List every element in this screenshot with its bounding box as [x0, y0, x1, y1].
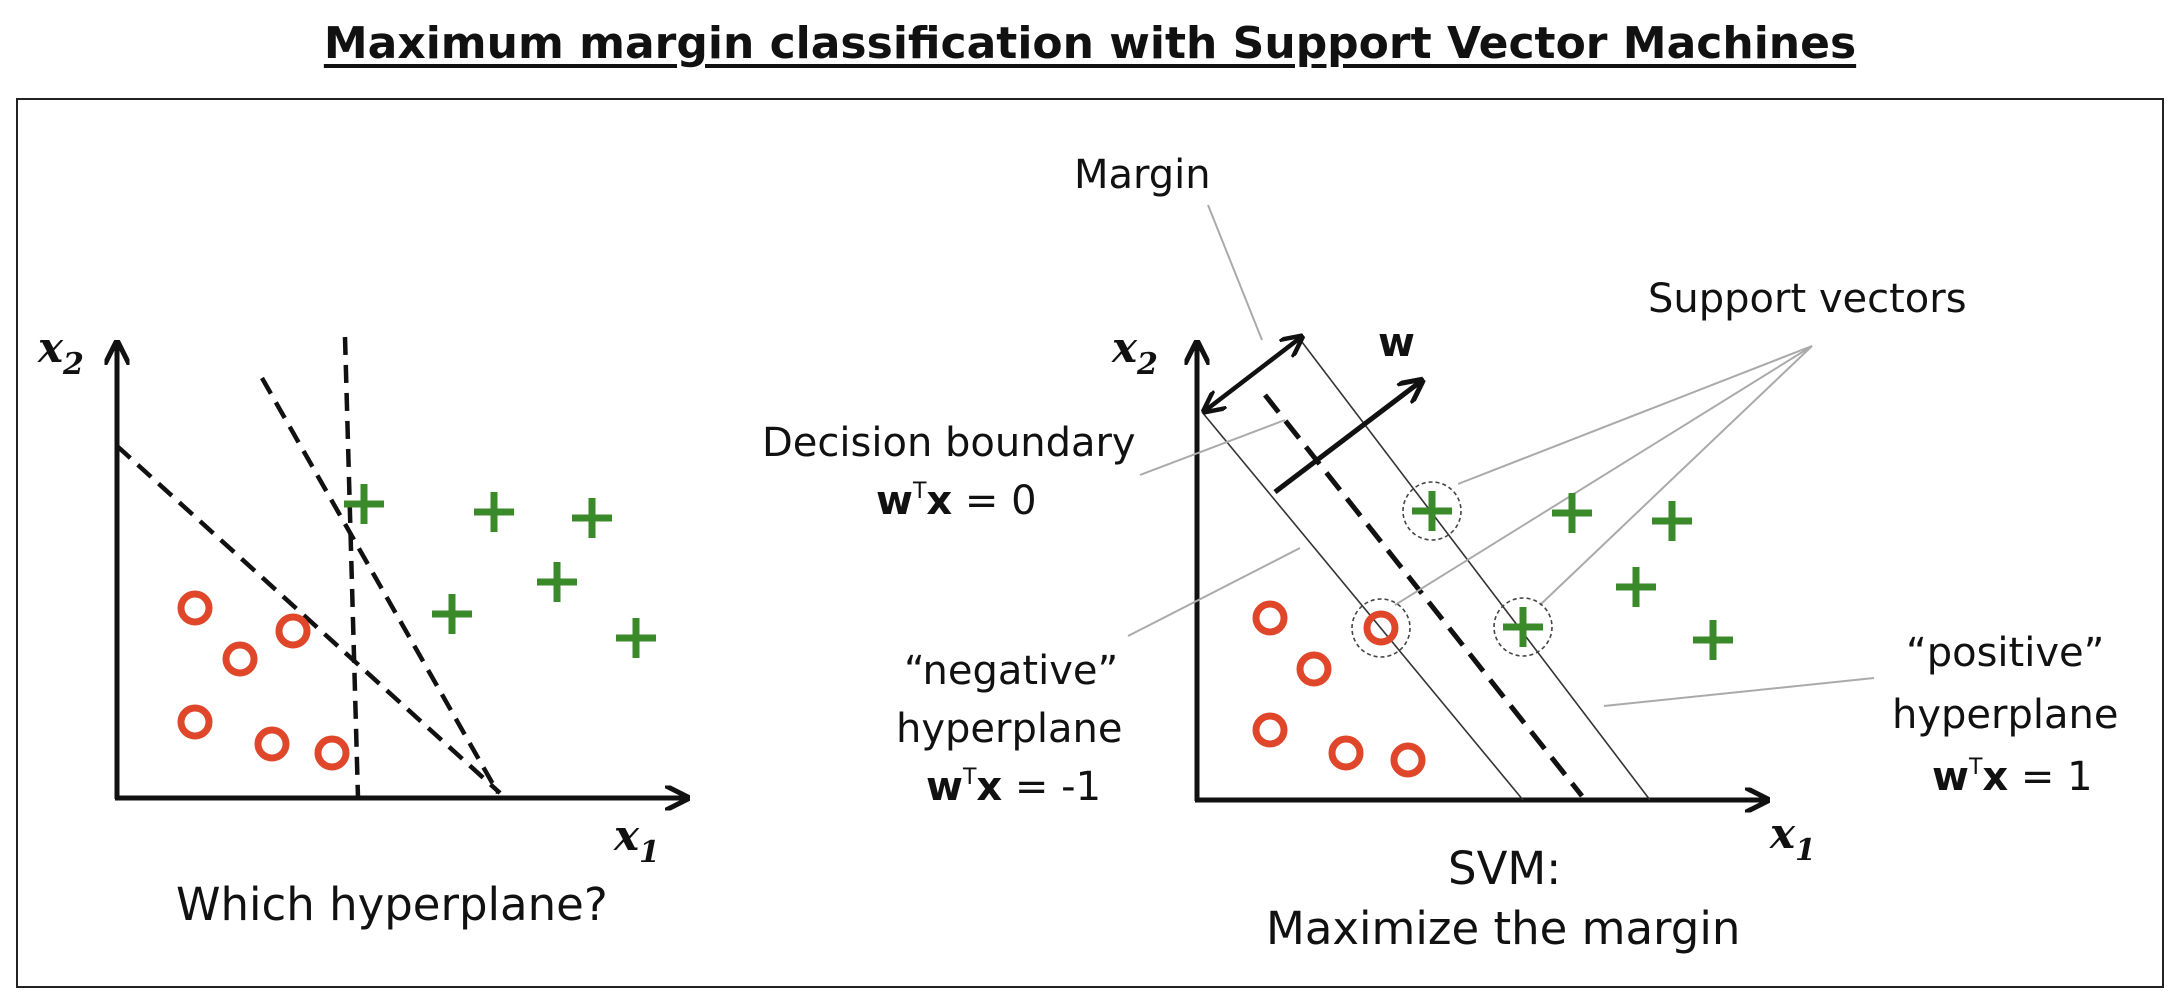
support-vector-ring: [1493, 597, 1553, 657]
positive-point: [537, 562, 577, 602]
positive-hyperplane-label-2: hyperplane: [1892, 692, 2118, 738]
negative-point: [314, 735, 350, 771]
positive-point: [1552, 493, 1592, 533]
right-positive-points: [1412, 491, 1733, 660]
left-negative-points: [177, 590, 350, 771]
positive-point: [474, 492, 514, 532]
support-vectors-label: Support vectors: [1648, 276, 1967, 322]
positive-point: [432, 594, 472, 634]
left-caption: Which hyperplane?: [176, 878, 608, 931]
negative-hyperplane-equation: wTx = -1: [926, 764, 1101, 810]
support-vector-leader-line-2: [1394, 345, 1813, 606]
negative-point: [1296, 651, 1332, 687]
right-caption-1: SVM:: [1448, 842, 1561, 895]
positive-point: [1652, 501, 1692, 541]
right-panel: x2 x1 w Margin Support vectors Decision …: [762, 152, 2118, 955]
margin-label: Margin: [1074, 152, 1211, 198]
negative-point: [1328, 735, 1364, 771]
decision-boundary-label: Decision boundary: [762, 420, 1136, 466]
page-title: Maximum margin classification with Suppo…: [323, 18, 1857, 69]
positive-hyperplane-leader-line: [1603, 677, 1875, 707]
positive-point: [1693, 620, 1733, 660]
negative-point: [1252, 712, 1288, 748]
negative-point: [222, 641, 258, 677]
left-hyperplane-1: [115, 444, 502, 795]
positive-point: [344, 484, 384, 524]
support-vector-rings: [1351, 481, 1553, 658]
negative-hyperplane-line: [1201, 411, 1524, 801]
negative-point: [177, 704, 213, 740]
support-vector-leader-line-1: [1457, 345, 1813, 485]
positive-hyperplane-label: “positive”: [1906, 630, 2104, 676]
left-positive-points: [344, 484, 656, 658]
right-caption-2: Maximize the margin: [1266, 902, 1740, 955]
negative-hyperplane-label: “negative”: [904, 648, 1118, 694]
negative-point: [275, 613, 311, 649]
positive-point: [1412, 491, 1452, 531]
negative-point: [1390, 742, 1426, 778]
negative-hyperplane-leader-line: [1127, 547, 1301, 637]
support-vector-leader-line-3: [1539, 345, 1813, 606]
left-panel: x2 x1 Which hyperplane?: [37, 323, 685, 931]
support-vector-ring: [1402, 481, 1462, 541]
w-vector-arrow: [1273, 382, 1420, 494]
leader-lines: [1127, 204, 1875, 707]
decision-boundary-leader-line: [1139, 419, 1286, 476]
right-negative-points: [1252, 600, 1426, 778]
left-x1-axis-label: x1: [613, 811, 660, 870]
positive-point: [1616, 567, 1656, 607]
negative-point: [1363, 610, 1399, 646]
left-hyperplane-3: [260, 376, 500, 795]
negative-point: [177, 590, 213, 626]
negative-hyperplane-label-2: hyperplane: [896, 706, 1122, 752]
left-x2-axis-label: x2: [37, 323, 84, 382]
w-vector-label: w: [1378, 320, 1415, 366]
right-x1-axis-label: x1: [1769, 809, 1816, 868]
margin-arrow: [1206, 338, 1300, 410]
negative-point: [254, 726, 290, 762]
positive-point: [572, 498, 612, 538]
positive-hyperplane-line: [1301, 341, 1651, 801]
negative-point: [1252, 600, 1288, 636]
positive-point: [616, 618, 656, 658]
right-x2-axis-label: x2: [1111, 323, 1158, 382]
support-vector-ring: [1351, 598, 1411, 658]
decision-boundary-equation: wTx = 0: [876, 478, 1037, 524]
positive-hyperplane-equation: wTx = 1: [1932, 754, 2093, 800]
positive-point: [1503, 607, 1543, 647]
figure-frame: [16, 98, 2164, 988]
margin-leader-line: [1207, 204, 1263, 341]
left-hyperplane-2: [342, 336, 361, 799]
